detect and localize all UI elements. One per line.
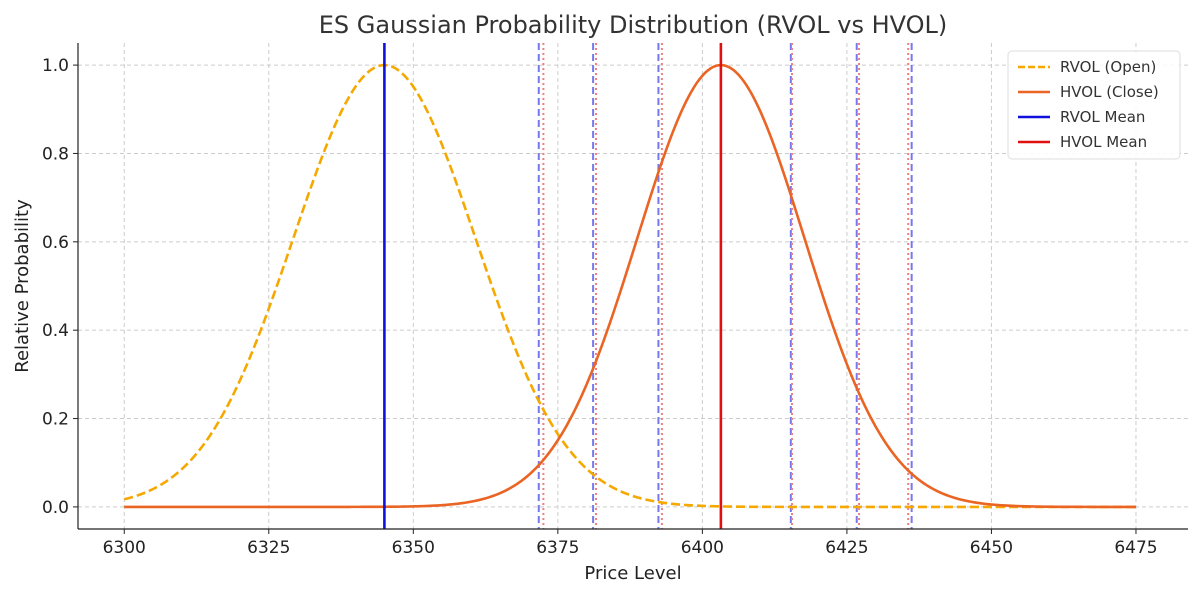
series-line-rvol-open <box>123 63 1136 509</box>
x-axis-label: Price Level <box>584 563 681 584</box>
y-tick-label: 0.6 <box>42 233 69 253</box>
x-tick-label: 6400 <box>681 538 724 558</box>
y-tick-label: 0.2 <box>42 410 69 430</box>
legend-label: RVOL Mean <box>1060 108 1145 126</box>
x-tick-label: 6475 <box>1114 538 1157 558</box>
x-tick-label: 6325 <box>247 538 290 558</box>
chart-title: ES Gaussian Probability Distribution (RV… <box>319 11 948 39</box>
y-tick-label: 0.8 <box>42 144 69 164</box>
y-tick-label: 0.4 <box>42 321 69 341</box>
x-tick-label: 6450 <box>970 538 1013 558</box>
y-tick-label: 0.0 <box>42 498 69 518</box>
legend: RVOL (Open) HVOL (Close) RVOL Mean HVOL Mea… <box>1007 50 1181 160</box>
y-axis-label: Relative Probability <box>12 199 33 373</box>
y-tick-label: 1.0 <box>42 56 69 76</box>
legend-label: HVOL Mean <box>1060 133 1147 151</box>
x-tick-label: 6375 <box>536 538 579 558</box>
legend-label: RVOL (Open) <box>1060 58 1156 76</box>
legend-label: HVOL (Close) <box>1060 83 1159 101</box>
x-tick-label: 6350 <box>392 538 435 558</box>
axes: 6300 6325 6350 6375 6400 6425 6450 6475 0.0 0.2 0.… <box>42 43 1188 558</box>
reference-lines <box>537 43 913 529</box>
legend-box <box>1007 50 1181 160</box>
x-tick-label: 6425 <box>825 538 868 558</box>
series <box>123 43 1136 529</box>
series-line-hvol-close <box>124 63 1136 509</box>
x-tick-label: 6300 <box>103 538 146 558</box>
